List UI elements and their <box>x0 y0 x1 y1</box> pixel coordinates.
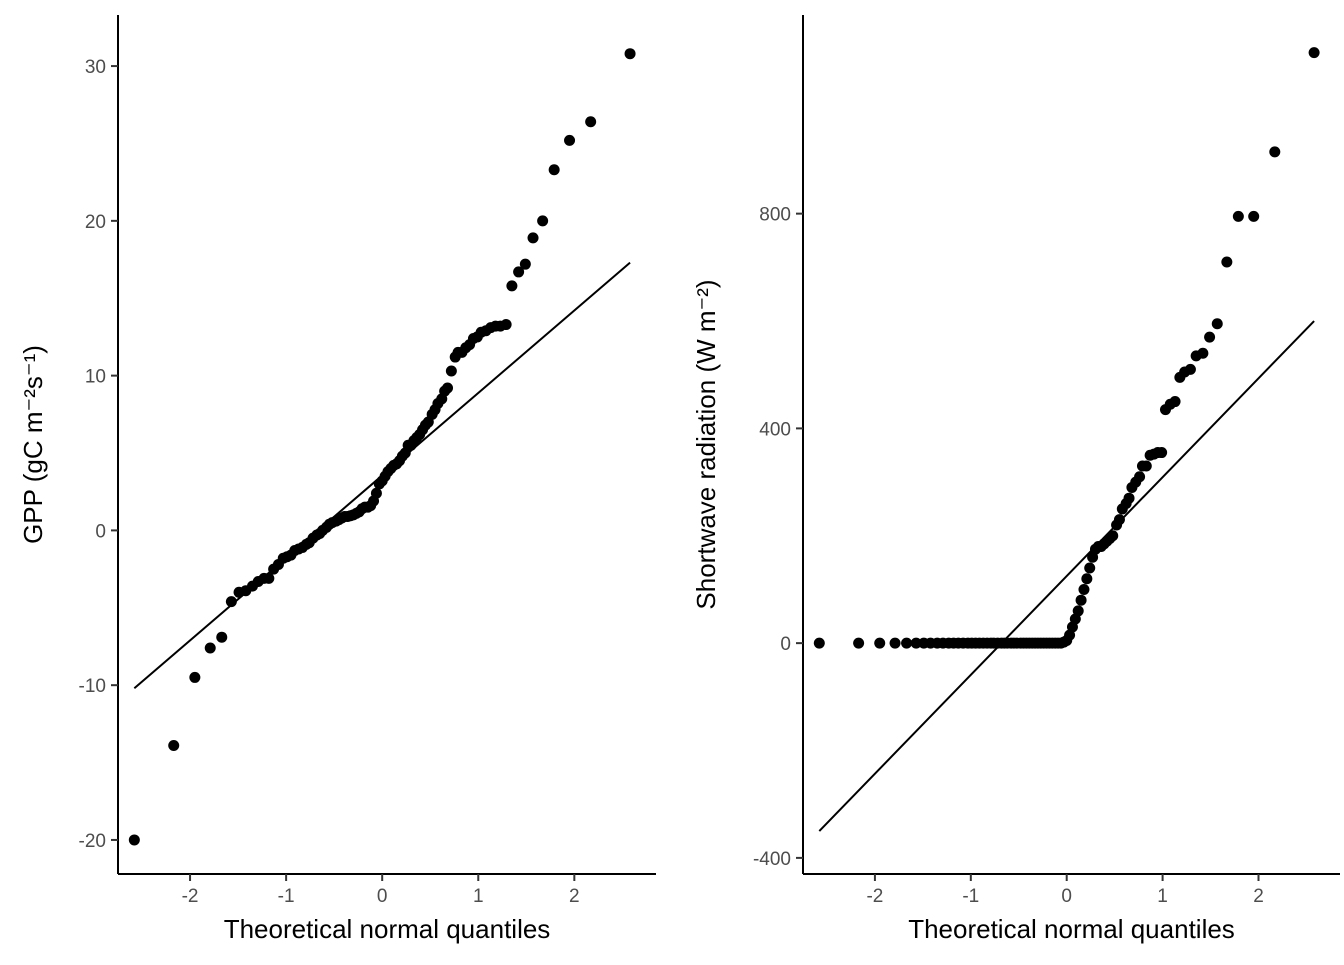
data-point <box>1269 146 1281 158</box>
y-tick-label: 10 <box>85 367 106 388</box>
data-point <box>910 637 922 649</box>
y-tick-label: 20 <box>85 212 106 233</box>
data-point <box>189 671 201 683</box>
data-point <box>513 266 525 278</box>
x-tick-label: -1 <box>278 886 295 907</box>
x-tick-label: 2 <box>569 886 580 907</box>
data-point <box>216 631 228 643</box>
panel-shortwave: -2 -1 0 1 2 -400 0 400 800 Theoretical normal qua… <box>691 15 1340 944</box>
data-point <box>1248 210 1260 222</box>
data-point <box>1232 210 1244 222</box>
x-tick-label: 2 <box>1253 886 1264 907</box>
data-point <box>548 164 560 176</box>
y-tick-label: 800 <box>759 205 791 226</box>
y-tick-label: 0 <box>780 634 791 655</box>
y-tick-label: -400 <box>753 849 791 870</box>
data-point <box>225 596 237 608</box>
qq-reference-line <box>818 320 1315 832</box>
y-tick-label: 30 <box>85 57 106 78</box>
data-point <box>1211 318 1223 330</box>
x-tick-label: 1 <box>473 886 484 907</box>
data-point <box>1221 256 1233 268</box>
x-tick-label: -2 <box>866 886 883 907</box>
data-point <box>1072 605 1084 617</box>
data-point <box>1134 471 1146 483</box>
data-point <box>874 637 886 649</box>
data-point <box>889 637 901 649</box>
data-point <box>445 365 457 377</box>
data-point <box>527 232 539 244</box>
y-axis-title: Shortwave radiation (W m⁻²) <box>691 279 721 609</box>
data-point <box>370 487 382 499</box>
data-point <box>519 258 531 270</box>
y-tick-label: -20 <box>79 831 106 852</box>
data-point <box>1113 514 1125 526</box>
x-axis-title: Theoretical normal quantiles <box>908 914 1235 944</box>
y-tick-label: 400 <box>759 419 791 440</box>
data-point <box>128 834 140 846</box>
y-tick-label: 0 <box>95 521 106 542</box>
data-point <box>564 134 576 146</box>
data-point <box>1308 47 1320 59</box>
data-point <box>1123 492 1135 504</box>
data-point <box>1081 573 1093 585</box>
data-point <box>1169 396 1181 408</box>
data-point <box>168 740 180 752</box>
data-point <box>1204 331 1216 343</box>
data-point <box>1197 347 1209 359</box>
data-point <box>442 382 454 394</box>
data-point <box>1107 530 1119 542</box>
data-point <box>853 637 865 649</box>
data-point <box>1084 562 1096 574</box>
x-tick-label: 1 <box>1157 886 1168 907</box>
y-tick-label: -10 <box>79 676 106 697</box>
data-point <box>537 215 549 227</box>
data-point <box>813 637 825 649</box>
data-point <box>1075 594 1087 606</box>
x-tick-label: -2 <box>182 886 199 907</box>
x-tick-label: 0 <box>377 886 388 907</box>
data-point <box>263 572 275 584</box>
data-point <box>585 116 597 128</box>
x-tick-label: 0 <box>1061 886 1072 907</box>
data-point <box>204 642 216 654</box>
data-point <box>1184 363 1196 375</box>
x-tick-label: -1 <box>962 886 979 907</box>
data-point <box>901 637 913 649</box>
data-point <box>500 319 512 331</box>
data-point <box>1140 460 1152 472</box>
y-axis-title: GPP (gC m⁻²s⁻¹) <box>18 345 48 544</box>
data-point <box>1078 583 1090 595</box>
x-axis-title: Theoretical normal quantiles <box>224 914 551 944</box>
data-point <box>1156 447 1168 459</box>
data-point <box>506 280 518 292</box>
data-point <box>624 48 636 60</box>
